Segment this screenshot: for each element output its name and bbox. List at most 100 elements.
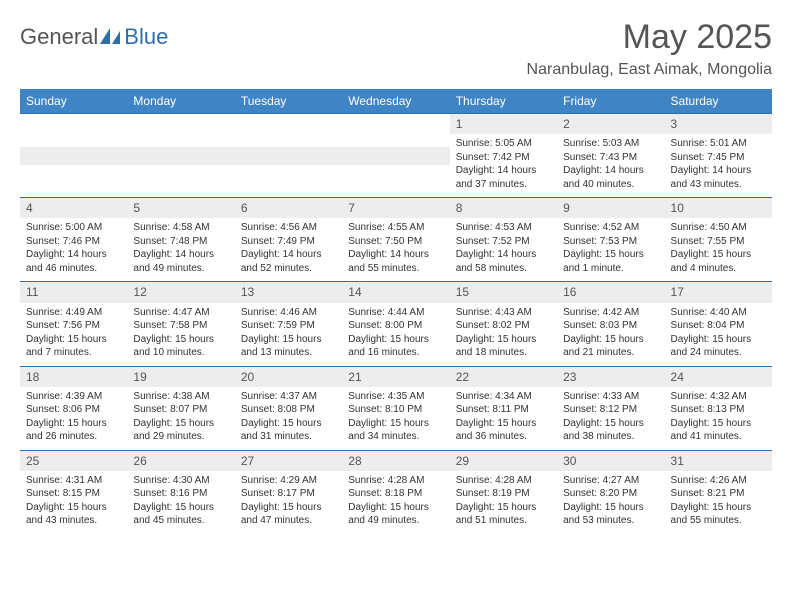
sunrise-line: Sunrise: 4:33 AM	[563, 390, 658, 404]
calendar-cell: 9Sunrise: 4:52 AMSunset: 7:53 PMDaylight…	[557, 198, 664, 282]
calendar-cell: 15Sunrise: 4:43 AMSunset: 8:02 PMDayligh…	[450, 282, 557, 366]
day-details: Sunrise: 4:33 AMSunset: 8:12 PMDaylight:…	[557, 387, 664, 450]
daylight-line: Daylight: 15 hours and 7 minutes.	[26, 333, 121, 360]
sunrise-line: Sunrise: 5:05 AM	[456, 137, 551, 151]
sunset-line: Sunset: 7:56 PM	[26, 319, 121, 333]
sunset-line: Sunset: 8:11 PM	[456, 403, 551, 417]
sunrise-line: Sunrise: 4:52 AM	[563, 221, 658, 235]
calendar-cell: 26Sunrise: 4:30 AMSunset: 8:16 PMDayligh…	[127, 450, 234, 534]
calendar-cell: 5Sunrise: 4:58 AMSunset: 7:48 PMDaylight…	[127, 198, 234, 282]
calendar-cell: 3Sunrise: 5:01 AMSunset: 7:45 PMDaylight…	[665, 114, 772, 198]
sunrise-line: Sunrise: 4:43 AM	[456, 306, 551, 320]
calendar-cell: 19Sunrise: 4:38 AMSunset: 8:07 PMDayligh…	[127, 366, 234, 450]
calendar-cell-empty	[127, 114, 234, 198]
day-details: Sunrise: 4:58 AMSunset: 7:48 PMDaylight:…	[127, 218, 234, 281]
day-number: 25	[20, 451, 127, 471]
day-details: Sunrise: 4:52 AMSunset: 7:53 PMDaylight:…	[557, 218, 664, 281]
day-details: Sunrise: 4:56 AMSunset: 7:49 PMDaylight:…	[235, 218, 342, 281]
day-number: 4	[20, 198, 127, 218]
sunrise-line: Sunrise: 4:40 AM	[671, 306, 766, 320]
sunrise-line: Sunrise: 4:34 AM	[456, 390, 551, 404]
day-details: Sunrise: 4:53 AMSunset: 7:52 PMDaylight:…	[450, 218, 557, 281]
calendar-cell: 25Sunrise: 4:31 AMSunset: 8:15 PMDayligh…	[20, 450, 127, 534]
daylight-line: Daylight: 14 hours and 49 minutes.	[133, 248, 228, 275]
sunset-line: Sunset: 7:49 PM	[241, 235, 336, 249]
sunrise-line: Sunrise: 4:30 AM	[133, 474, 228, 488]
day-number: 16	[557, 282, 664, 302]
day-number: 5	[127, 198, 234, 218]
daylight-line: Daylight: 15 hours and 43 minutes.	[26, 501, 121, 528]
day-details: Sunrise: 5:03 AMSunset: 7:43 PMDaylight:…	[557, 134, 664, 197]
calendar-cell: 29Sunrise: 4:28 AMSunset: 8:19 PMDayligh…	[450, 450, 557, 534]
calendar-cell: 8Sunrise: 4:53 AMSunset: 7:52 PMDaylight…	[450, 198, 557, 282]
sunset-line: Sunset: 8:08 PM	[241, 403, 336, 417]
day-details: Sunrise: 4:43 AMSunset: 8:02 PMDaylight:…	[450, 303, 557, 366]
calendar-cell: 23Sunrise: 4:33 AMSunset: 8:12 PMDayligh…	[557, 366, 664, 450]
daylight-line: Daylight: 14 hours and 55 minutes.	[348, 248, 443, 275]
day-details: Sunrise: 4:31 AMSunset: 8:15 PMDaylight:…	[20, 471, 127, 534]
sunset-line: Sunset: 7:55 PM	[671, 235, 766, 249]
day-number: 30	[557, 451, 664, 471]
day-number: 3	[665, 114, 772, 134]
sunrise-line: Sunrise: 4:28 AM	[456, 474, 551, 488]
weekday-header: Sunday	[20, 89, 127, 114]
calendar-cell: 28Sunrise: 4:28 AMSunset: 8:18 PMDayligh…	[342, 450, 449, 534]
calendar-cell-empty	[342, 114, 449, 198]
daylight-line: Daylight: 14 hours and 43 minutes.	[671, 164, 766, 191]
daylight-line: Daylight: 15 hours and 38 minutes.	[563, 417, 658, 444]
calendar-cell: 30Sunrise: 4:27 AMSunset: 8:20 PMDayligh…	[557, 450, 664, 534]
day-details: Sunrise: 4:55 AMSunset: 7:50 PMDaylight:…	[342, 218, 449, 281]
sunset-line: Sunset: 8:06 PM	[26, 403, 121, 417]
day-details: Sunrise: 4:30 AMSunset: 8:16 PMDaylight:…	[127, 471, 234, 534]
daylight-line: Daylight: 14 hours and 40 minutes.	[563, 164, 658, 191]
daylight-line: Daylight: 15 hours and 45 minutes.	[133, 501, 228, 528]
weekday-header: Monday	[127, 89, 234, 114]
sunset-line: Sunset: 7:48 PM	[133, 235, 228, 249]
sunset-line: Sunset: 8:04 PM	[671, 319, 766, 333]
day-details: Sunrise: 4:26 AMSunset: 8:21 PMDaylight:…	[665, 471, 772, 534]
calendar-cell-empty	[235, 114, 342, 198]
calendar-cell: 21Sunrise: 4:35 AMSunset: 8:10 PMDayligh…	[342, 366, 449, 450]
day-details: Sunrise: 4:39 AMSunset: 8:06 PMDaylight:…	[20, 387, 127, 450]
day-number: 1	[450, 114, 557, 134]
sunset-line: Sunset: 8:16 PM	[133, 487, 228, 501]
calendar-cell: 4Sunrise: 5:00 AMSunset: 7:46 PMDaylight…	[20, 198, 127, 282]
day-details: Sunrise: 4:38 AMSunset: 8:07 PMDaylight:…	[127, 387, 234, 450]
sunset-line: Sunset: 7:53 PM	[563, 235, 658, 249]
daylight-line: Daylight: 15 hours and 10 minutes.	[133, 333, 228, 360]
sunrise-line: Sunrise: 4:58 AM	[133, 221, 228, 235]
daylight-line: Daylight: 15 hours and 47 minutes.	[241, 501, 336, 528]
sunrise-line: Sunrise: 4:37 AM	[241, 390, 336, 404]
day-number: 2	[557, 114, 664, 134]
sunset-line: Sunset: 7:50 PM	[348, 235, 443, 249]
day-details: Sunrise: 5:05 AMSunset: 7:42 PMDaylight:…	[450, 134, 557, 197]
daylight-line: Daylight: 14 hours and 37 minutes.	[456, 164, 551, 191]
calendar-cell: 12Sunrise: 4:47 AMSunset: 7:58 PMDayligh…	[127, 282, 234, 366]
calendar-cell: 20Sunrise: 4:37 AMSunset: 8:08 PMDayligh…	[235, 366, 342, 450]
day-details: Sunrise: 4:49 AMSunset: 7:56 PMDaylight:…	[20, 303, 127, 366]
sunset-line: Sunset: 7:43 PM	[563, 151, 658, 165]
sunrise-line: Sunrise: 4:38 AM	[133, 390, 228, 404]
daylight-line: Daylight: 15 hours and 13 minutes.	[241, 333, 336, 360]
sunrise-line: Sunrise: 4:55 AM	[348, 221, 443, 235]
sunrise-line: Sunrise: 4:50 AM	[671, 221, 766, 235]
calendar-cell-empty	[20, 114, 127, 198]
day-number: 29	[450, 451, 557, 471]
sunrise-line: Sunrise: 4:56 AM	[241, 221, 336, 235]
sunset-line: Sunset: 7:42 PM	[456, 151, 551, 165]
day-details: Sunrise: 4:32 AMSunset: 8:13 PMDaylight:…	[665, 387, 772, 450]
day-details: Sunrise: 5:01 AMSunset: 7:45 PMDaylight:…	[665, 134, 772, 197]
calendar-cell: 11Sunrise: 4:49 AMSunset: 7:56 PMDayligh…	[20, 282, 127, 366]
sunset-line: Sunset: 7:45 PM	[671, 151, 766, 165]
day-number: 23	[557, 367, 664, 387]
sunrise-line: Sunrise: 5:03 AM	[563, 137, 658, 151]
weekday-header-row: SundayMondayTuesdayWednesdayThursdayFrid…	[20, 89, 772, 114]
logo-word-general: General	[20, 24, 98, 50]
daylight-line: Daylight: 15 hours and 41 minutes.	[671, 417, 766, 444]
page-title: May 2025	[527, 18, 772, 57]
sunset-line: Sunset: 7:46 PM	[26, 235, 121, 249]
sunrise-line: Sunrise: 4:28 AM	[348, 474, 443, 488]
sunset-line: Sunset: 8:10 PM	[348, 403, 443, 417]
day-details: Sunrise: 4:46 AMSunset: 7:59 PMDaylight:…	[235, 303, 342, 366]
sunset-line: Sunset: 7:52 PM	[456, 235, 551, 249]
